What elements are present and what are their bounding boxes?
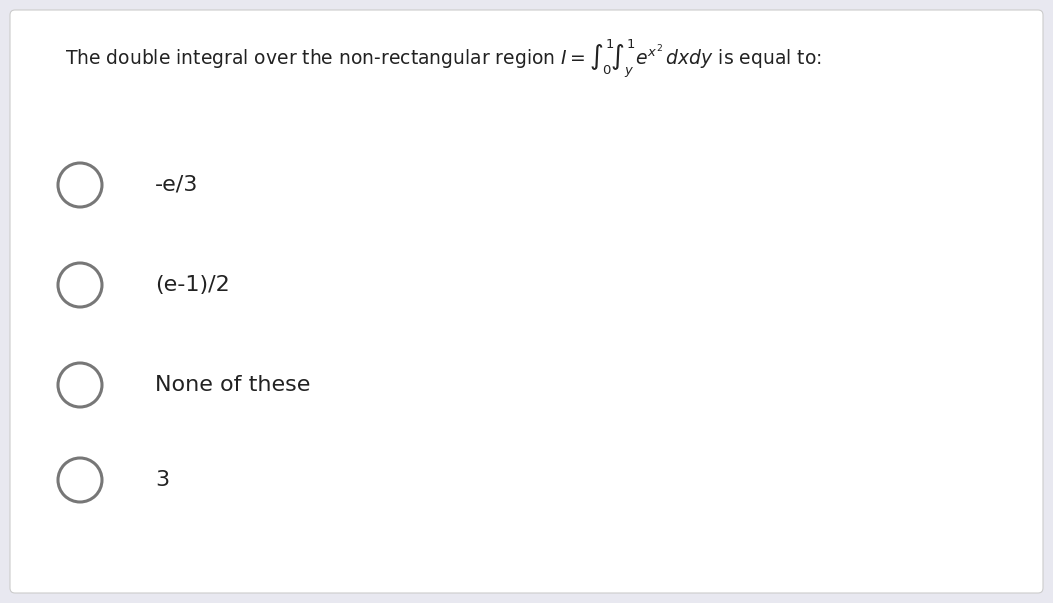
Text: The double integral over the non-rectangular region $I = \int_0^1\!\int_y^1 e^{x: The double integral over the non-rectang… <box>65 37 821 80</box>
FancyBboxPatch shape <box>9 10 1044 593</box>
Circle shape <box>58 163 102 207</box>
Circle shape <box>58 263 102 307</box>
Text: 3: 3 <box>155 470 170 490</box>
Text: None of these: None of these <box>155 375 311 395</box>
Text: -e/3: -e/3 <box>155 175 198 195</box>
Circle shape <box>58 363 102 407</box>
Text: (e-1)/2: (e-1)/2 <box>155 275 230 295</box>
Circle shape <box>58 458 102 502</box>
